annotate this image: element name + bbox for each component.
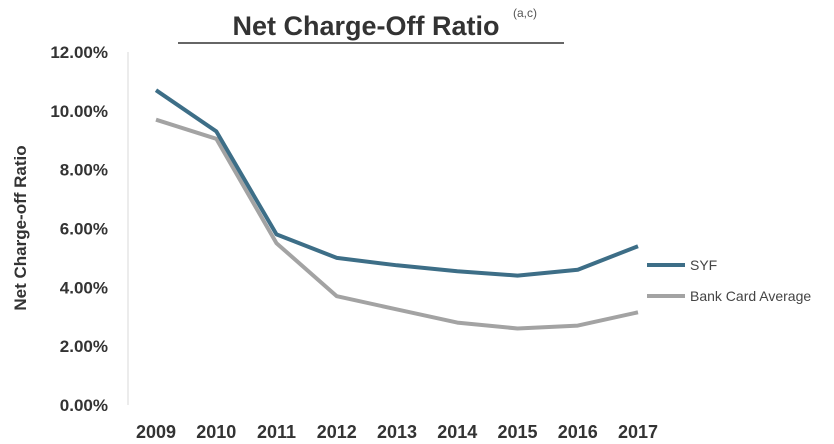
y-tick-label: 10.00%	[50, 102, 108, 121]
y-tick-label: 4.00%	[60, 278, 108, 297]
legend-label: SYF	[690, 257, 717, 273]
x-tick-label: 2015	[497, 422, 537, 442]
y-tick-labels: 0.00% 2.00% 4.00% 6.00% 8.00% 10.00% 12.00%	[50, 43, 108, 415]
legend: SYF Bank Card Average	[647, 257, 811, 304]
x-tick-label: 2014	[437, 422, 477, 442]
y-axis-label: Net Charge-off Ratio	[11, 145, 30, 310]
series-lines	[154, 88, 639, 331]
x-tick-label: 2010	[196, 422, 236, 442]
y-tick-label: 6.00%	[60, 220, 108, 239]
x-tick-labels: 2009 2010 2011 2012 2013 2014 2015 2016 2017	[136, 422, 658, 442]
y-tick-label: 12.00%	[50, 43, 108, 62]
chart-title-superscript: (a,c)	[513, 6, 537, 20]
series-line-syf	[154, 88, 639, 278]
chart-title: Net Charge-Off Ratio	[232, 11, 499, 41]
y-tick-label: 0.00%	[60, 396, 108, 415]
legend-label: Bank Card Average	[690, 288, 811, 304]
y-tick-label: 8.00%	[60, 161, 108, 180]
x-tick-label: 2012	[317, 422, 357, 442]
x-tick-label: 2011	[257, 422, 296, 442]
x-tick-label: 2013	[377, 422, 417, 442]
x-tick-label: 2016	[558, 422, 598, 442]
x-tick-label: 2017	[618, 422, 658, 442]
x-tick-label: 2009	[136, 422, 176, 442]
y-tick-label: 2.00%	[60, 337, 108, 356]
